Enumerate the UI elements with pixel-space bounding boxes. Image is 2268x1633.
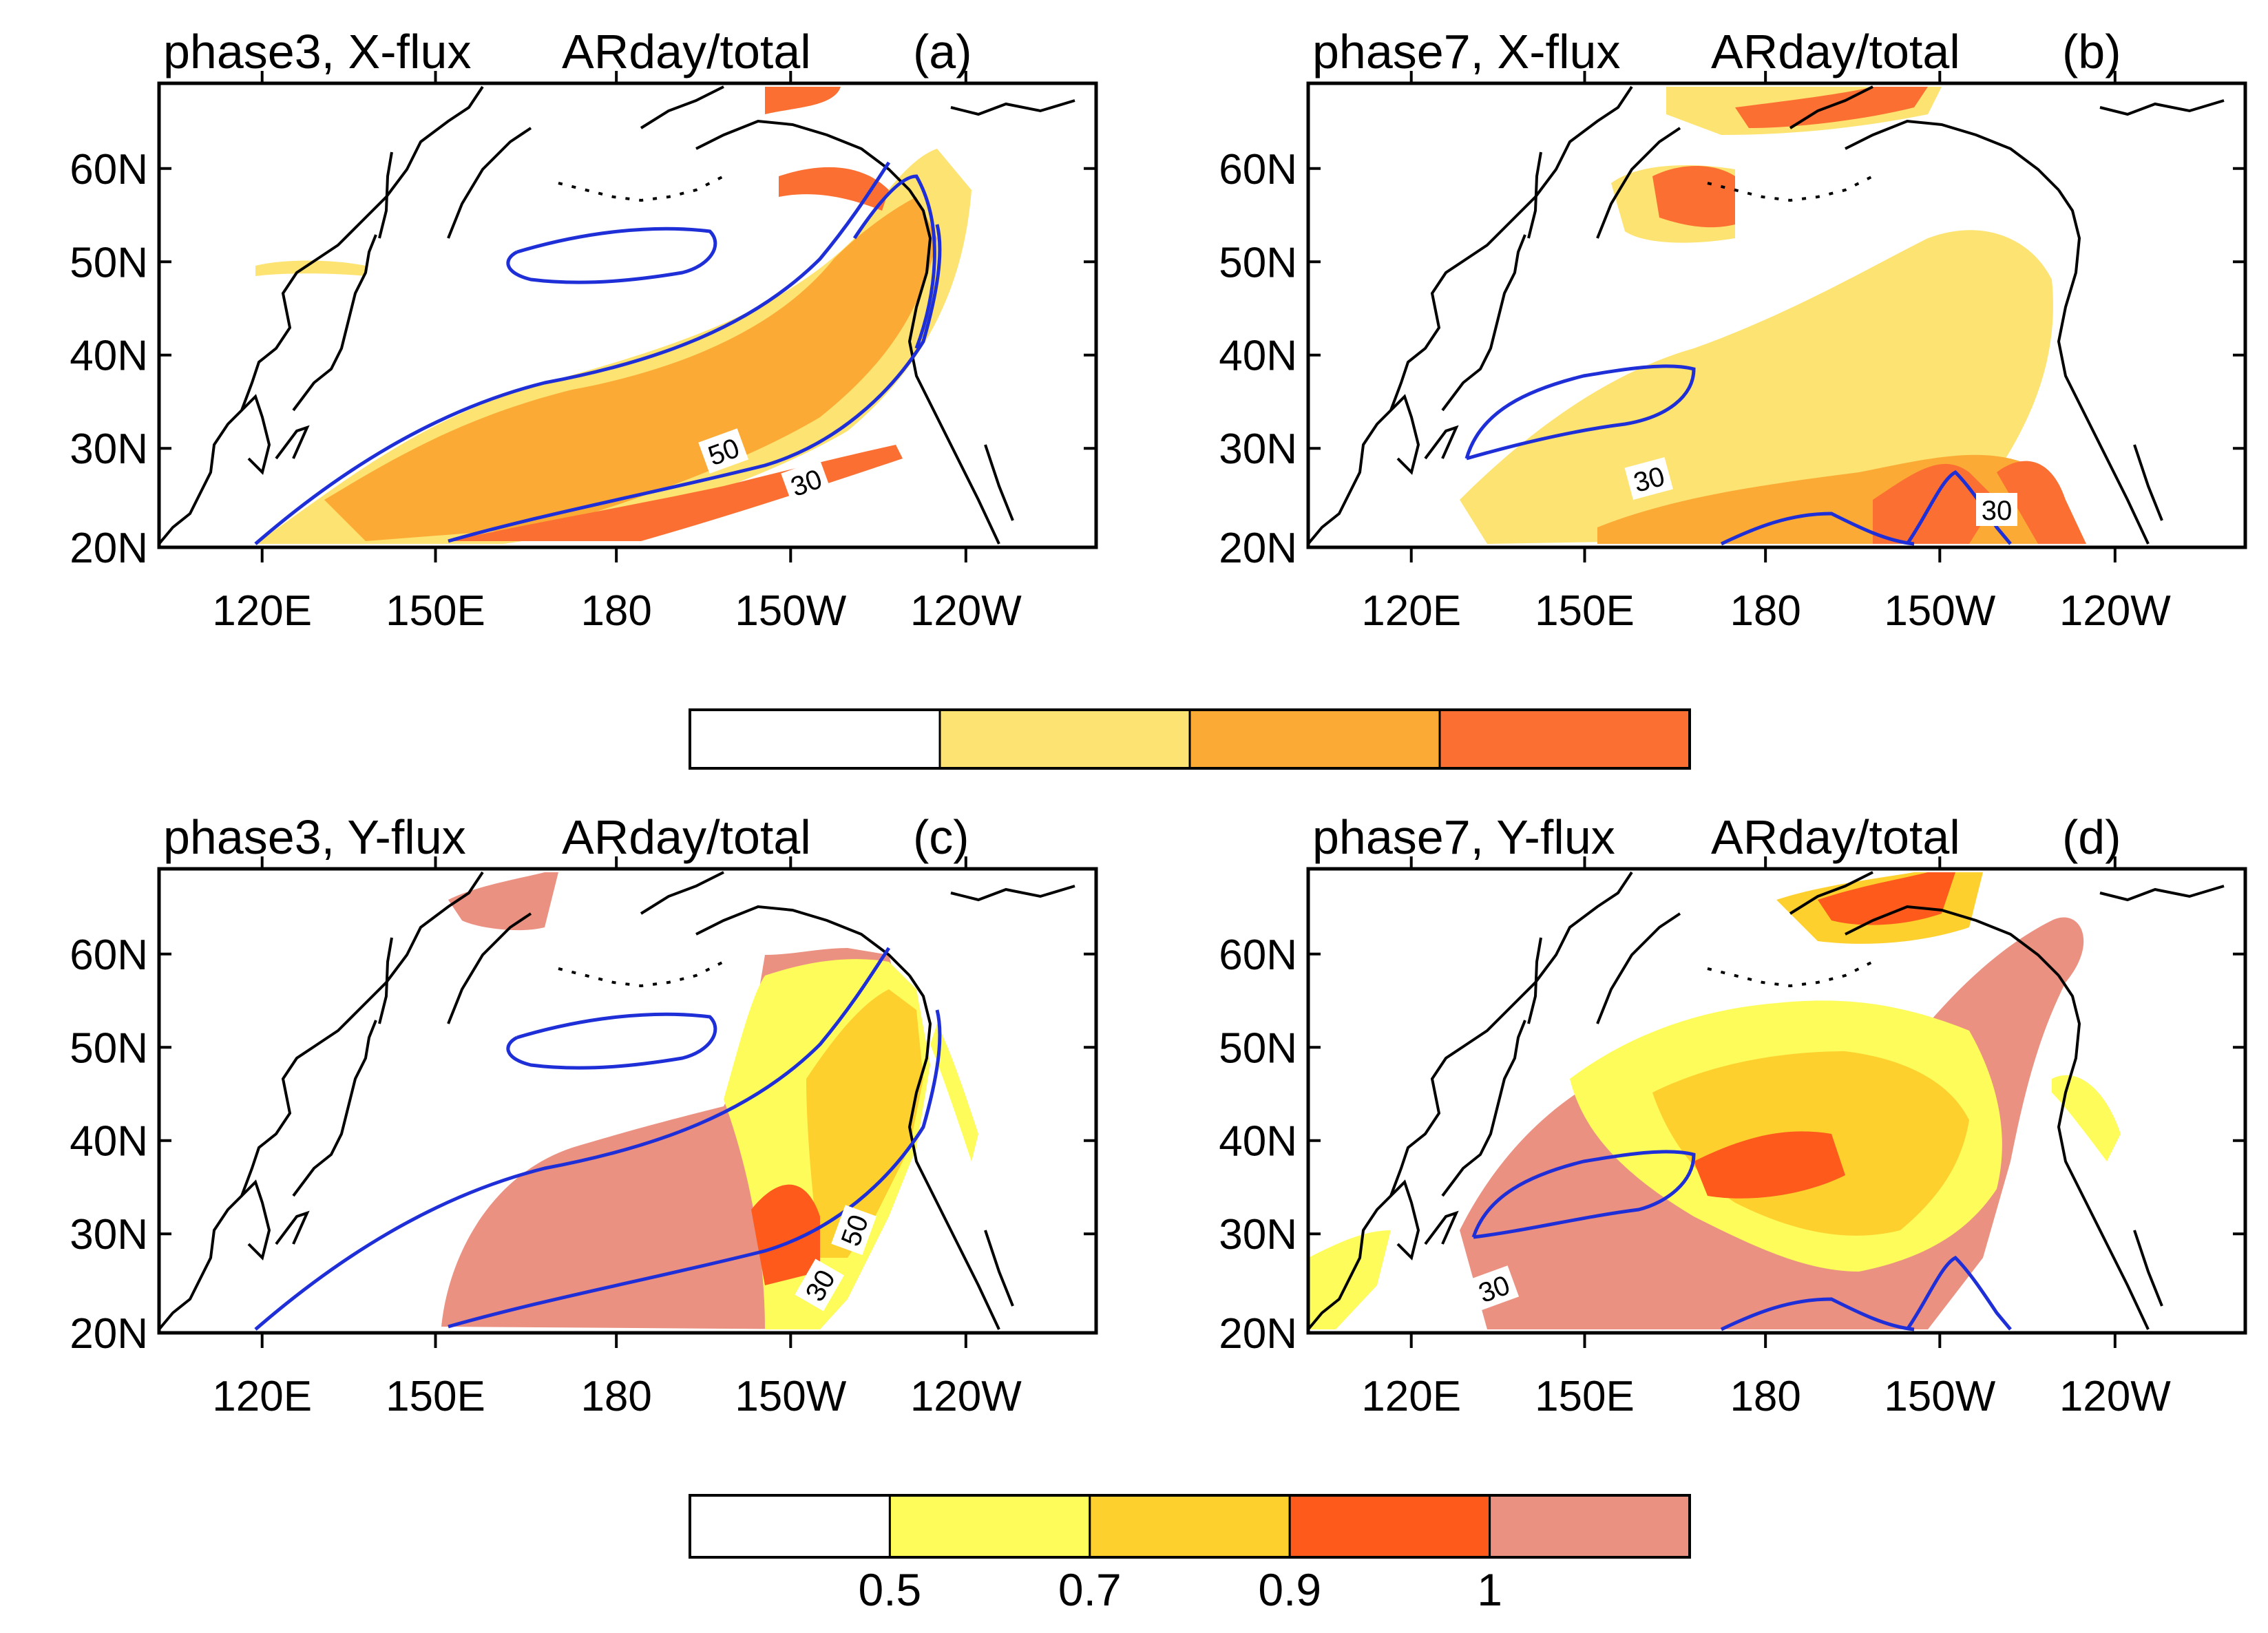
lon-tick-label: 150W [1884, 587, 1995, 635]
lon-tick-label: 120E [1361, 587, 1461, 635]
lon-tick-label: 120W [2059, 1373, 2171, 1420]
colorbar-swatch [1288, 1494, 1491, 1559]
lon-tick-label: 180 [580, 1373, 651, 1420]
colorbar-swatch [1188, 708, 1441, 770]
contour-line [506, 1012, 717, 1070]
colorbar-swatch [938, 708, 1191, 770]
lat-tick-label: 50N [70, 239, 148, 286]
lat-tick-label: 60N [1219, 146, 1297, 193]
lon-tick-label: 150W [735, 587, 846, 635]
colorbar-label: 0.7 [1058, 1564, 1122, 1615]
lat-tick-label: 60N [70, 146, 148, 193]
lat-tick-label: 40N [1219, 1118, 1297, 1166]
lon-tick-label: 150W [735, 1373, 846, 1420]
colorbar-swatch [888, 1494, 1091, 1559]
lon-tick-label: 150E [386, 587, 485, 635]
lon-tick-label: 150E [386, 1373, 485, 1420]
panel-label: (a) [913, 25, 972, 78]
lat-tick-label: 30N [1219, 425, 1297, 473]
lat-tick-label: 50N [1219, 239, 1297, 286]
lat-tick-label: 30N [70, 1211, 148, 1258]
lat-tick-label: 20N [70, 525, 148, 572]
colorbar-label: 1 [1477, 1564, 1502, 1615]
panel-subtitle: ARday/total [562, 25, 811, 78]
panel-label: (d) [2062, 810, 2121, 864]
lon-tick-label: 150E [1535, 1373, 1635, 1420]
colorbar-swatch [1089, 1494, 1291, 1559]
contour-line [506, 226, 717, 284]
colorbar-swatch [1489, 1494, 1691, 1559]
contour-line [1464, 364, 1696, 461]
map-frame [157, 81, 1098, 549]
lon-tick-label: 120E [1361, 1373, 1461, 1420]
contour-line [254, 947, 891, 1331]
colorbar-y-flux: 0.5 0.7 0.9 1 [689, 1494, 1691, 1615]
lat-tick-label: 50N [70, 1024, 148, 1072]
contour-line [852, 174, 936, 349]
lon-tick-label: 120W [910, 1373, 1022, 1420]
colorbar-x-flux [689, 708, 1691, 770]
lat-tick-label: 20N [1219, 1310, 1297, 1358]
lat-tick-label: 20N [1219, 525, 1297, 572]
panel-subtitle: ARday/total [562, 810, 811, 864]
contour-line [1720, 1297, 1915, 1331]
colorbar-swatch [689, 708, 941, 770]
lat-tick-label: 30N [70, 425, 148, 473]
contour-line [448, 224, 942, 543]
panel-label: (b) [2062, 25, 2121, 78]
contour-line [448, 1009, 942, 1329]
contour-line [254, 161, 891, 545]
lon-tick-label: 120W [910, 587, 1022, 635]
panel-subtitle: ARday/total [1711, 810, 1960, 864]
contour-line [1905, 1255, 2012, 1331]
panel-title: phase3, X-flux [163, 25, 471, 78]
lon-tick-label: 180 [1730, 1373, 1800, 1420]
lon-tick-label: 180 [1730, 587, 1800, 635]
panel-title: phase7, X-flux [1312, 25, 1620, 78]
lon-tick-label: 150E [1535, 587, 1635, 635]
contour-line [1720, 512, 1915, 546]
map-frame [157, 867, 1098, 1335]
colorbar-swatch [689, 1494, 891, 1559]
lon-tick-label: 150W [1884, 1373, 1995, 1420]
lon-tick-label: 120E [212, 587, 312, 635]
map-frame [1306, 81, 2247, 549]
colorbar-label: 0.5 [859, 1564, 922, 1615]
lon-tick-label: 120E [212, 1373, 312, 1420]
lon-tick-label: 180 [580, 587, 651, 635]
lat-tick-label: 20N [70, 1310, 148, 1358]
panel-label: (c) [913, 810, 969, 864]
lat-tick-label: 50N [1219, 1024, 1297, 1072]
panel-subtitle: ARday/total [1711, 25, 1960, 78]
lat-tick-label: 40N [70, 333, 148, 380]
lat-tick-label: 40N [70, 1118, 148, 1166]
lat-tick-label: 60N [70, 931, 148, 979]
contour-label: 30 [1982, 496, 2013, 526]
panel-title: phase3, Y-flux [163, 810, 466, 864]
panel-title: phase7, Y-flux [1312, 810, 1615, 864]
lat-tick-label: 30N [1219, 1211, 1297, 1258]
lat-tick-label: 40N [1219, 333, 1297, 380]
lon-tick-label: 120W [2059, 587, 2171, 635]
map-frame [1306, 867, 2247, 1335]
lat-tick-label: 60N [1219, 931, 1297, 979]
colorbar-swatch [1438, 708, 1691, 770]
contour-line [1471, 1150, 1696, 1239]
colorbar-label: 0.9 [1258, 1564, 1321, 1615]
ar-frequency-shading [159, 872, 1096, 1329]
